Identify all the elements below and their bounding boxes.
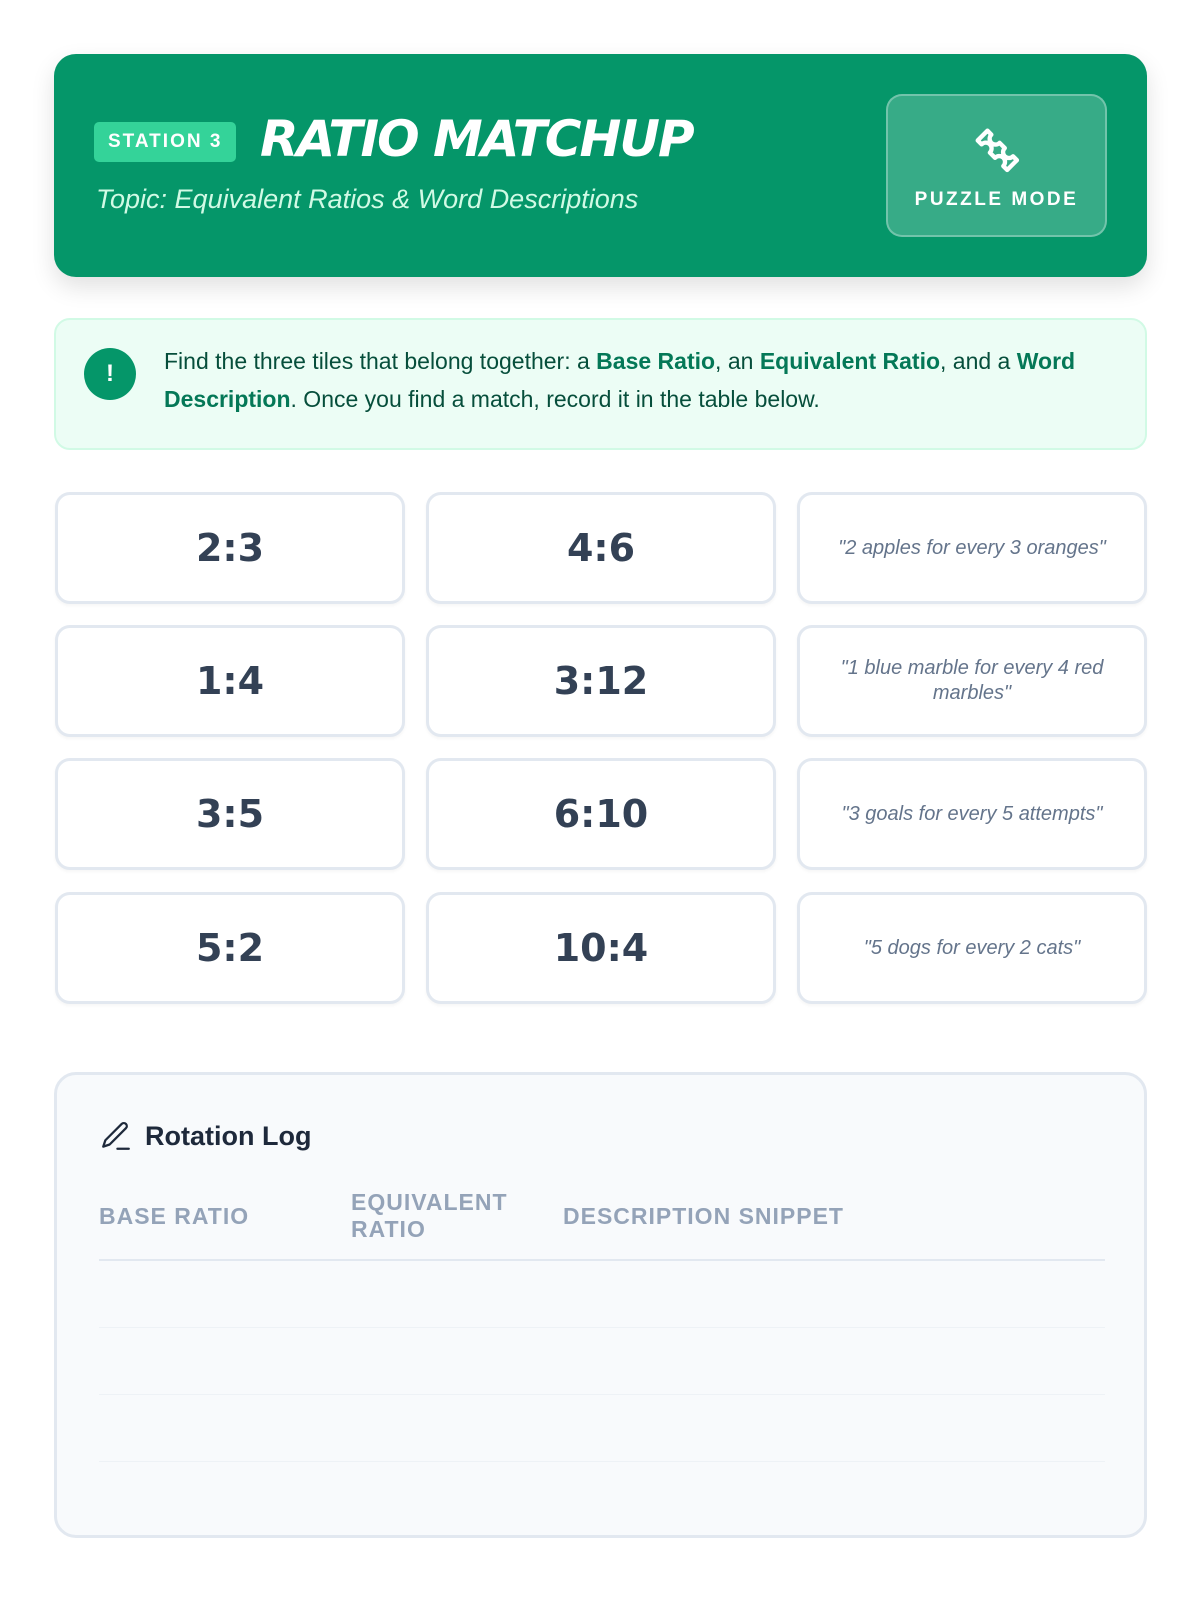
tile-text: "3 goals for every 5 attempts" [841,802,1103,825]
rotation-log: Rotation Log BASE RATIO EQUIVALENT RATIO… [54,1072,1147,1538]
puzzle-mode-button[interactable]: PUZZLE MODE [886,94,1107,237]
tile-text: 1:4 [195,659,265,703]
tile-text: 3:12 [553,659,649,703]
table-row[interactable] [99,1394,1105,1462]
col-description-snippet: DESCRIPTION SNIPPET [563,1175,1105,1261]
tile-text: "1 blue marble for every 4 red marbles" [840,657,1104,704]
tile-text: 2:3 [195,526,265,570]
station-badge: STATION 3 [94,122,237,162]
ratio-tile[interactable]: 4:6 [426,492,776,604]
table-row[interactable] [99,1260,1105,1328]
word-description-tile[interactable]: "1 blue marble for every 4 red marbles" [797,625,1147,737]
station-header: STATION 3 RATIO MATCHUP Topic: Equivalen… [54,54,1147,277]
page-title: RATIO MATCHUP [260,110,695,168]
word-description-tile[interactable]: "5 dogs for every 2 cats" [797,892,1147,1004]
ratio-tile[interactable]: 1:4 [55,625,405,737]
instructions-text: Find the three tiles that belong togethe… [164,348,1076,412]
ratio-tile[interactable]: 10:4 [426,892,776,1004]
log-table: BASE RATIO EQUIVALENT RATIO DESCRIPTION … [99,1175,1105,1462]
ratio-tile[interactable]: 6:10 [426,758,776,870]
tile-text: "2 apples for every 3 oranges" [838,536,1106,559]
word-description-tile[interactable]: "3 goals for every 5 attempts" [797,758,1147,870]
topic-subtitle: Topic: Equivalent Ratios & Word Descript… [96,184,639,214]
puzzle-icon [975,128,1019,173]
col-base-ratio: BASE RATIO [99,1175,351,1261]
tile-text: 3:5 [195,792,265,836]
ratio-tile[interactable]: 3:5 [55,758,405,870]
tile-text: 6:10 [553,792,649,836]
puzzle-mode-label: PUZZLE MODE [914,189,1079,210]
tile-text: "5 dogs for every 2 cats" [863,936,1081,959]
ratio-tile[interactable]: 5:2 [55,892,405,1004]
instructions-box: ! Find the three tiles that belong toget… [54,318,1147,450]
ratio-tile[interactable]: 2:3 [55,492,405,604]
pencil-icon [102,1121,130,1150]
tile-text: 4:6 [566,526,636,570]
word-description-tile[interactable]: "2 apples for every 3 oranges" [797,492,1147,604]
ratio-tile[interactable]: 3:12 [426,625,776,737]
exclamation-icon: ! [84,348,136,400]
tile-text: 10:4 [553,926,649,970]
table-row[interactable] [99,1327,1105,1395]
tile-text: 5:2 [195,926,265,970]
col-equivalent-ratio: EQUIVALENT RATIO [351,1175,563,1261]
log-title: Rotation Log [99,1119,311,1153]
